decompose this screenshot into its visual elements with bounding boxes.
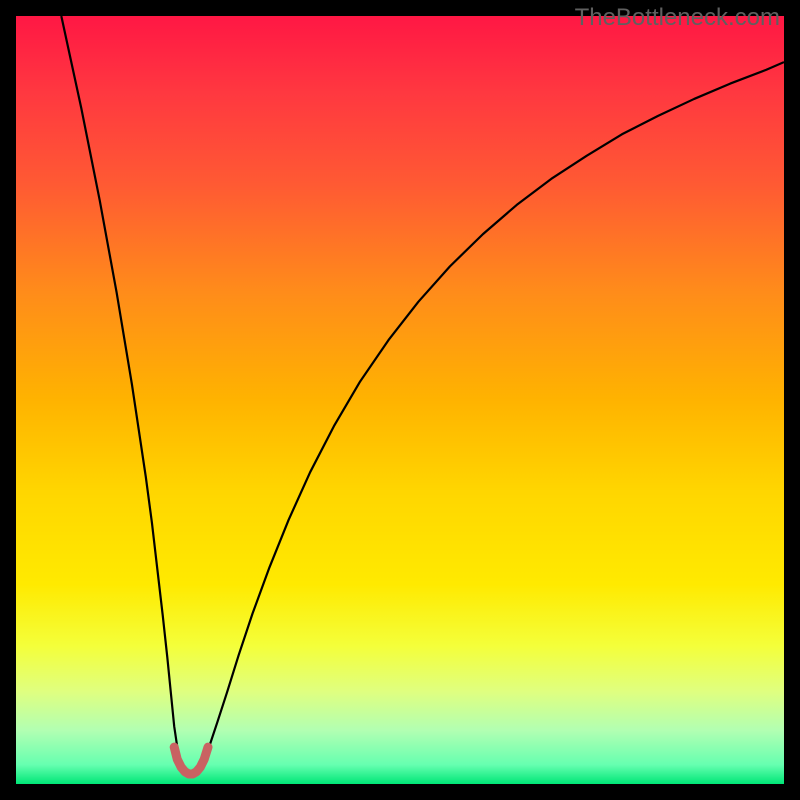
plot-area	[16, 16, 784, 784]
watermark-text: TheBottleneck.com	[575, 4, 780, 32]
bottleneck-curve-chart	[16, 16, 784, 784]
canvas-frame: TheBottleneck.com	[0, 0, 800, 800]
curve-right-branch	[200, 62, 784, 767]
curve-left-branch	[61, 16, 182, 767]
curve-valley-highlight	[174, 747, 208, 774]
